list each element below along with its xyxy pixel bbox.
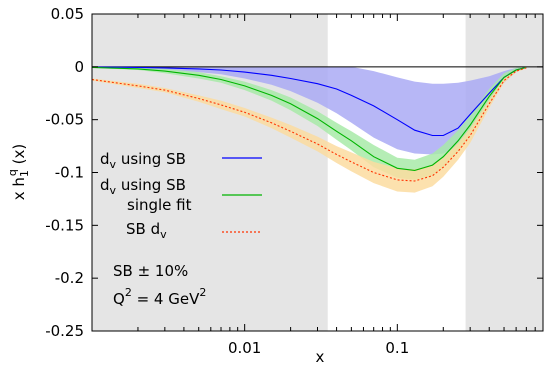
y-axis: 0.05 0 -0.05 -0.1 -0.15 -0.2 -0.25	[45, 5, 543, 340]
x-tick-label-0: 0.01	[228, 339, 261, 357]
x-axis-label: x	[316, 348, 325, 365]
y-tick-label-6: -0.25	[45, 322, 84, 340]
legend-label-0: dv using SB	[100, 150, 186, 171]
y-tick-label-1: 0	[74, 58, 84, 76]
scale-note: Q2 = 4 GeV2	[113, 286, 206, 308]
legend: dv using SB dv using SB single fit SB dv	[100, 150, 262, 241]
series-line-1	[91, 66, 527, 171]
y-tick-label-2: -0.05	[45, 111, 84, 129]
shaded-region-1	[465, 14, 543, 331]
y-label-sub: 1	[18, 170, 31, 177]
y-tick-label-5: -0.2	[55, 269, 84, 287]
y-tick-label-3: -0.1	[55, 164, 84, 182]
x-tick-label-1: 0.1	[385, 339, 409, 357]
band-note: SB ± 10%	[113, 262, 188, 280]
shaded-region-0	[92, 14, 328, 331]
series-line-0	[91, 66, 527, 137]
y-tick-label-4: -0.15	[45, 216, 84, 234]
error-band-2	[92, 67, 527, 193]
legend-label-1: dv using SB	[100, 176, 186, 197]
legend-label-2: SB dv	[126, 220, 167, 241]
series-line-2	[91, 67, 527, 182]
y-label-base: x h	[10, 177, 28, 200]
y-label-tail: (x)	[10, 144, 28, 169]
series-lines	[91, 66, 527, 182]
error-bands	[92, 66, 527, 193]
error-band-0	[92, 66, 527, 155]
x-axis: 0.01 0.1	[91, 14, 544, 357]
y-axis-label: x h1q (x)	[6, 144, 31, 201]
y-label-sup: q	[6, 169, 19, 176]
shaded-regions	[92, 14, 543, 331]
y-tick-label-0: 0.05	[51, 5, 84, 23]
legend-label-1-line2: single fit	[127, 196, 192, 214]
